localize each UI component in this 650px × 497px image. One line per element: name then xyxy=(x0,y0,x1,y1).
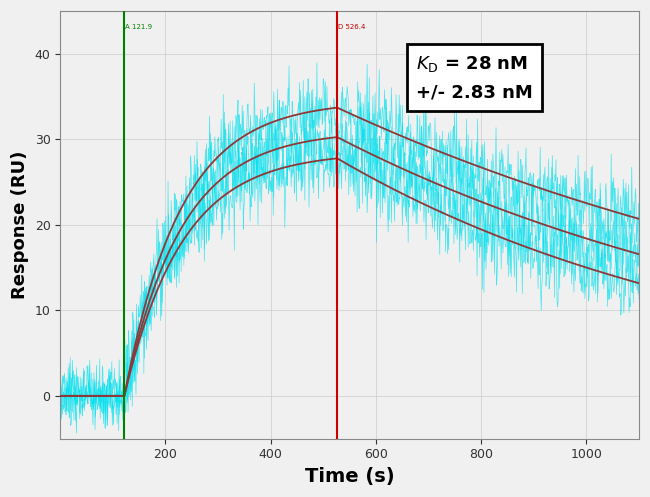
X-axis label: Time (s): Time (s) xyxy=(305,467,395,486)
Text: A 121.9: A 121.9 xyxy=(125,24,153,30)
Text: $K_{\mathrm{D}}$ = 28 nM
+/- 2.83 nM: $K_{\mathrm{D}}$ = 28 nM +/- 2.83 nM xyxy=(416,54,533,102)
Text: D 526.4: D 526.4 xyxy=(338,24,365,30)
Y-axis label: Response (RU): Response (RU) xyxy=(11,151,29,299)
